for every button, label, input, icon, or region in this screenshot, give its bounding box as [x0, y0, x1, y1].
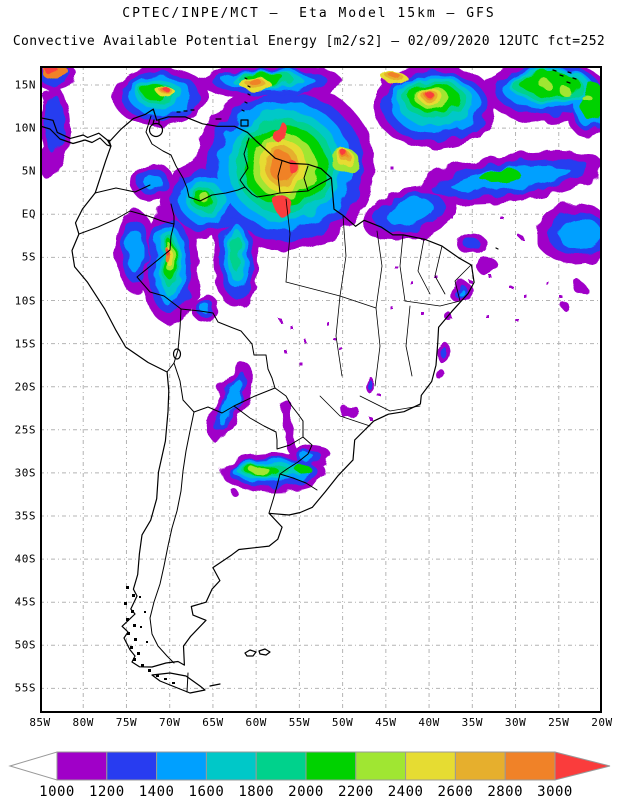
- colorbar-overflow-arrow: [554, 751, 611, 781]
- lon-tick-label: 85W: [29, 716, 51, 729]
- lon-tick-label: 20W: [591, 716, 613, 729]
- lat-tick-label: 30S: [14, 466, 36, 480]
- colorbar-cell: [255, 751, 307, 781]
- lon-tick-label: 75W: [115, 716, 138, 729]
- map-title-model: CPTEC/INPE/MCT — Eta Model 15km — GFS: [122, 6, 496, 21]
- lon-tick-label: 80W: [72, 716, 94, 729]
- lat-tick-label: 15S: [14, 337, 36, 351]
- colorbar-label: 1400: [139, 784, 175, 800]
- lat-tick-label: 5S: [21, 250, 36, 264]
- colorbar-label: 1600: [189, 784, 225, 800]
- lat-tick-label: 50S: [14, 638, 36, 652]
- colorbar-label: 1800: [238, 784, 274, 800]
- colorbar-label: 2600: [438, 784, 474, 800]
- lat-tick-label: 40S: [14, 552, 36, 566]
- lat-tick-label: 25S: [14, 423, 36, 437]
- lon-tick-label: 70W: [159, 716, 181, 729]
- colorbar-label: 1200: [89, 784, 125, 800]
- colorbar-cell: [405, 751, 456, 781]
- coastline-and-borders: [40, 69, 577, 694]
- colorbar-cell: [56, 751, 108, 781]
- lon-tick-label: 50W: [331, 716, 354, 729]
- lon-tick-label: 55W: [288, 716, 311, 729]
- colorbar-label: 2000: [288, 784, 324, 800]
- colorbar-cell: [205, 751, 257, 781]
- colorbar: 1000 1200 1400 1600 1800 2000 2200 2400 2600 2800…: [8, 751, 611, 800]
- lon-tick-label: 65W: [202, 716, 224, 729]
- lat-tick-label: 45S: [14, 595, 36, 609]
- lat-tick-label: EQ: [21, 207, 36, 221]
- lon-tick-label: 30W: [504, 716, 527, 729]
- lat-tick-label: 55S: [14, 681, 36, 695]
- colorbar-label: 2400: [388, 784, 424, 800]
- colorbar-cell: [156, 751, 207, 781]
- lat-tick-label: 5N: [21, 164, 36, 178]
- colorbar-label: 2200: [338, 784, 374, 800]
- colorbar-cell: [504, 751, 556, 781]
- lat-tick-label: 20S: [14, 380, 36, 394]
- colorbar-underflow-arrow: [8, 751, 58, 781]
- colorbar-label: 3000: [537, 784, 573, 800]
- colorbar-cell: [305, 751, 357, 781]
- colorbar-cell: [355, 751, 407, 781]
- lon-tick-label: 40W: [418, 716, 440, 729]
- map-canvas: [40, 66, 602, 713]
- colorbar-label: 2800: [487, 784, 523, 800]
- lat-tick-label: 10S: [14, 294, 36, 307]
- lon-tick-label: 25W: [548, 716, 570, 729]
- colorbar-cell: [106, 751, 158, 781]
- map-frame: [40, 66, 602, 713]
- lon-tick-label: 45W: [375, 716, 397, 729]
- colorbar-label: 1000: [39, 784, 75, 800]
- colorbar-cell: [454, 751, 506, 781]
- lat-tick-label: 35S: [14, 509, 36, 523]
- grid-lines: [40, 66, 602, 713]
- lat-tick-label: 10N: [14, 121, 36, 135]
- lon-tick-label: 60W: [245, 716, 267, 729]
- map-title-variable: Convective Available Potential Energy [m…: [12, 34, 606, 49]
- lat-tick-label: 15N: [14, 78, 36, 92]
- lon-tick-label: 35W: [461, 716, 483, 729]
